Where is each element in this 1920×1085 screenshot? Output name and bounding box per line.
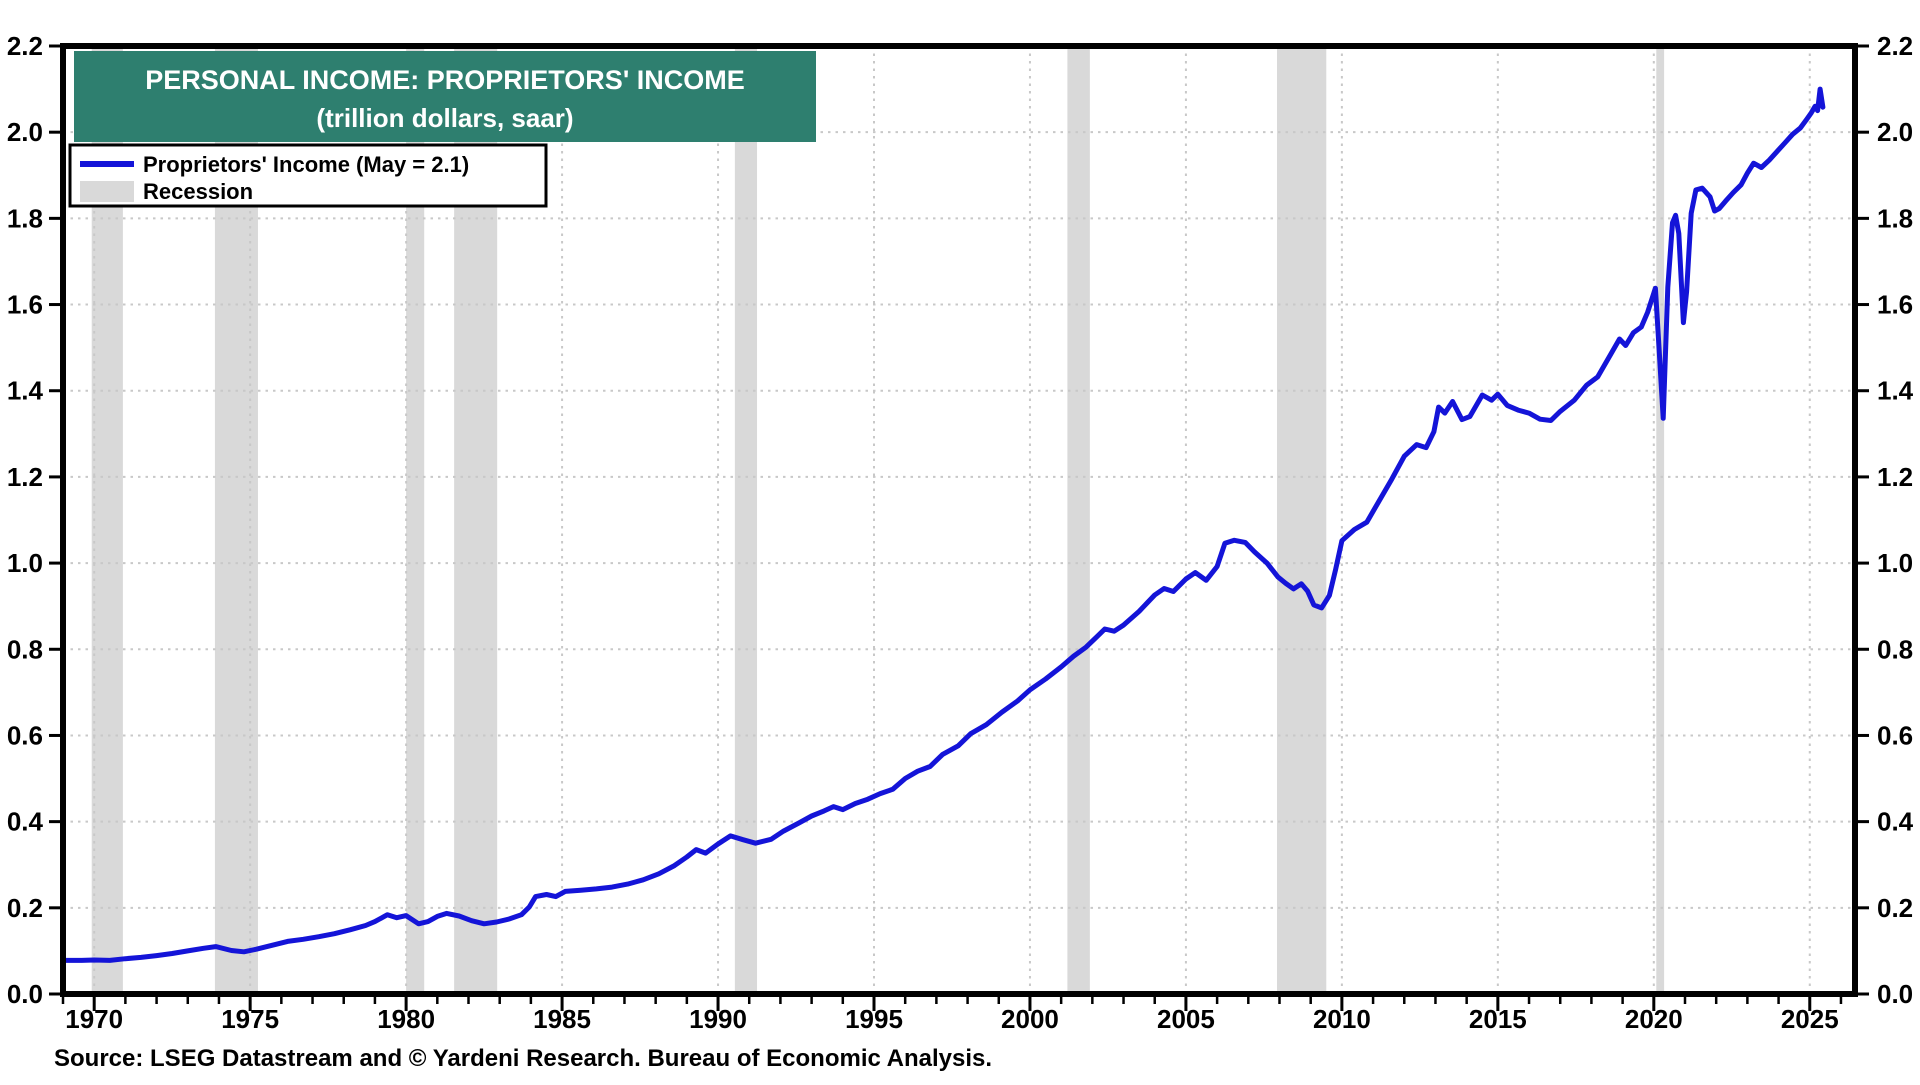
title-box: PERSONAL INCOME: PROPRIETORS' INCOME (tr… xyxy=(74,51,816,142)
y-tick-label-right: 2.0 xyxy=(1877,117,1913,147)
y-tick-label-left: 0.8 xyxy=(7,634,43,664)
y-tick-label-left: 0.0 xyxy=(7,979,43,1009)
x-tick-label: 2005 xyxy=(1157,1004,1215,1034)
x-tick-label: 2000 xyxy=(1001,1004,1059,1034)
x-tick-label: 2010 xyxy=(1313,1004,1371,1034)
y-tick-label-left: 2.0 xyxy=(7,117,43,147)
y-tick-label-right: 1.4 xyxy=(1877,376,1914,406)
y-tick-label-left: 1.2 xyxy=(7,462,43,492)
x-tick-label: 1990 xyxy=(689,1004,747,1034)
y-tick-label-left: 0.2 xyxy=(7,893,43,923)
legend-border xyxy=(68,143,548,208)
source-note: Source: LSEG Datastream and © Yardeni Re… xyxy=(54,1045,992,1072)
y-axis-labels-right: 0.0 0.2 0.4 0.6 0.8 1.0 1.2 1.4 1.6 1.8 2.0 2.2 xyxy=(1877,31,1914,1009)
y-tick-label-right: 1.0 xyxy=(1877,548,1913,578)
y-tick-label-right: 0.8 xyxy=(1877,634,1913,664)
title-box-background xyxy=(74,51,816,142)
y-tick-label-right: 1.2 xyxy=(1877,462,1913,492)
y-tick-label-right: 0.0 xyxy=(1877,979,1913,1009)
plot-border-layer xyxy=(60,43,1858,997)
y-tick-label-left: 1.8 xyxy=(7,203,43,233)
recession-band xyxy=(1277,46,1327,994)
x-tick-label: 2015 xyxy=(1469,1004,1527,1034)
series-line xyxy=(60,86,1826,963)
y-tick-label-right: 0.4 xyxy=(1877,807,1914,837)
y-tick-label-left: 0.4 xyxy=(7,807,44,837)
y-tick-label-right: 1.6 xyxy=(1877,290,1913,320)
y-tick-label-right: 2.2 xyxy=(1877,31,1913,61)
recession-band xyxy=(1067,46,1090,994)
x-tick-label: 2020 xyxy=(1625,1004,1683,1034)
y-tick-label-left: 1.6 xyxy=(7,290,43,320)
chart-title: PERSONAL INCOME: PROPRIETORS' INCOME xyxy=(145,65,744,95)
y-tick-label-right: 0.6 xyxy=(1877,720,1913,750)
recession-band xyxy=(406,46,425,994)
series-line-layer xyxy=(60,86,1826,963)
y-tick-label-left: 2.2 xyxy=(7,31,43,61)
x-tick-label: 1995 xyxy=(845,1004,903,1034)
plot-border xyxy=(60,43,1858,997)
recession-band xyxy=(734,46,758,994)
y-axis-labels-left: 0.0 0.2 0.4 0.6 0.8 1.0 1.2 1.4 1.6 1.8 2.0 2.2 xyxy=(7,31,44,1009)
legend-recession-label: Recession xyxy=(143,179,253,204)
y-tick-label-left: 1.0 xyxy=(7,548,43,578)
y-tick-label-left: 1.4 xyxy=(7,376,44,406)
x-axis-labels: 1970 1975 1980 1985 1990 1995 2000 2005 2010 2015… xyxy=(65,1004,1838,1034)
x-tick-label: 1980 xyxy=(377,1004,435,1034)
chart-subtitle: (trillion dollars, saar) xyxy=(316,103,573,133)
x-tick-label: 1970 xyxy=(65,1004,123,1034)
y-tick-label-right: 1.8 xyxy=(1877,203,1913,233)
legend-box: Proprietors' Income (May = 2.1) Recessio… xyxy=(68,143,548,208)
x-tick-label: 1985 xyxy=(533,1004,591,1034)
axis-ticks xyxy=(49,44,1869,1011)
x-tick-label: 1975 xyxy=(221,1004,279,1034)
x-tick-label: 2025 xyxy=(1781,1004,1839,1034)
legend-series-label: Proprietors' Income (May = 2.1) xyxy=(143,152,469,177)
y-tick-label-left: 0.6 xyxy=(7,720,43,750)
recession-band xyxy=(1656,46,1665,994)
y-tick-label-right: 0.2 xyxy=(1877,893,1913,923)
recession-swatch xyxy=(80,181,134,202)
